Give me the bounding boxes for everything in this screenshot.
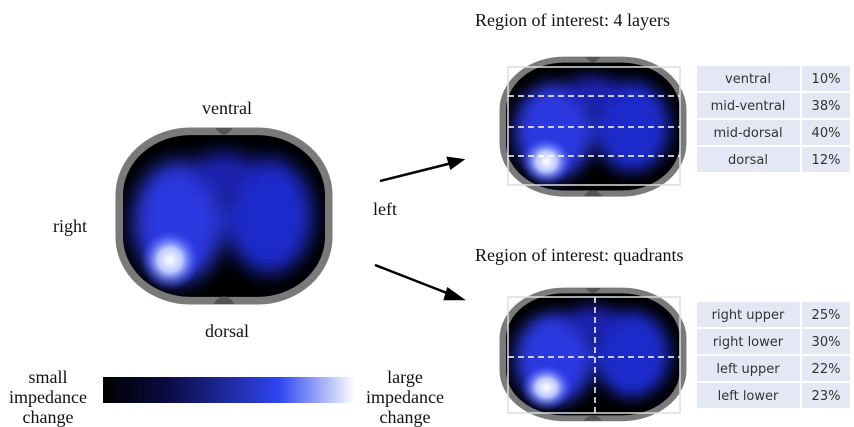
eit-image <box>503 288 683 421</box>
label: dorsal <box>205 321 249 341</box>
row-label: dorsal <box>728 153 768 168</box>
row-value: 23% <box>812 389 841 404</box>
colorbar-label: change <box>23 407 74 427</box>
colorbar-label: impedance <box>9 387 87 407</box>
colorbar-label: impedance <box>366 387 444 407</box>
row-label: mid-dorsal <box>713 126 782 141</box>
eit-image <box>119 128 329 304</box>
row-value: 38% <box>812 99 841 114</box>
label: left <box>373 199 397 219</box>
row-label: left lower <box>718 389 779 404</box>
row-value: 12% <box>812 153 841 168</box>
row-value: 10% <box>812 72 841 87</box>
title: Region of interest: 4 layers <box>475 10 670 30</box>
label: right <box>53 216 87 236</box>
row-label: ventral <box>725 72 771 87</box>
figure: ventral dorsal right left Region of inte… <box>0 0 854 427</box>
colorbar-label: change <box>380 407 431 427</box>
row-value: 40% <box>812 126 841 141</box>
page: ventral dorsal right left Region of inte… <box>0 0 854 427</box>
colorbar-label: small <box>29 367 68 387</box>
quadrants-table: right upper 25% right lower 30% left upper 22… <box>697 302 850 408</box>
row-label: right upper <box>712 308 785 323</box>
label: ventral <box>202 98 252 118</box>
row-value: 30% <box>812 335 841 350</box>
arrows <box>375 158 462 299</box>
row-label: left upper <box>716 362 780 377</box>
title: Region of interest: quadrants <box>475 245 683 265</box>
row-value: 22% <box>812 362 841 377</box>
colorbar-label: large <box>387 367 423 387</box>
colorbar <box>103 377 355 403</box>
row-label: right lower <box>713 335 784 350</box>
row-value: 25% <box>812 308 841 323</box>
layers-table: ventral 10% mid-ventral 38% mid-dorsal 40% dor… <box>697 66 850 172</box>
row-label: mid-ventral <box>711 99 786 114</box>
